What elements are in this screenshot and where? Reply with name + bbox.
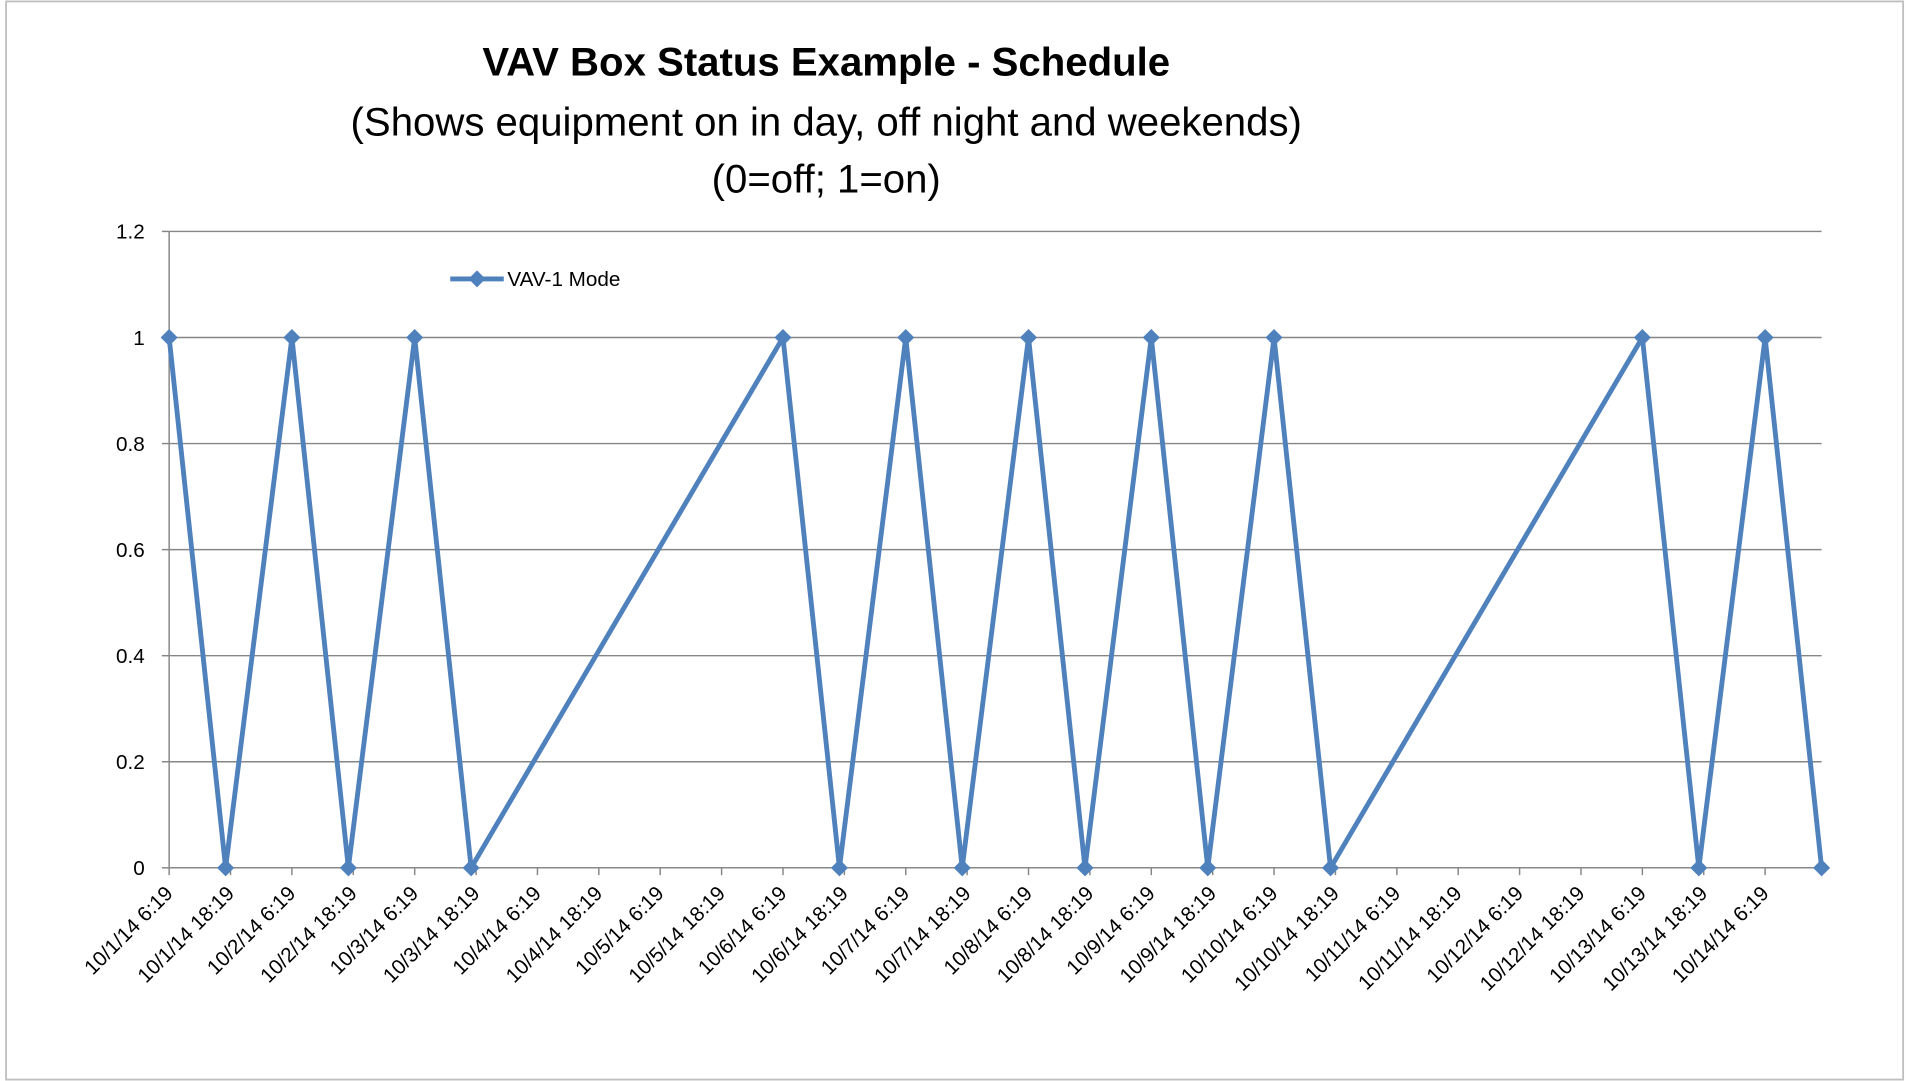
data-point [1265,328,1283,347]
data-point [774,328,792,347]
data-point [462,859,480,877]
y-tick-label: 0 [133,857,145,880]
data-point [1322,859,1340,877]
y-tick-label: 0.4 [116,645,145,668]
data-point [217,859,235,877]
data-point [953,859,971,877]
data-point [406,328,424,347]
data-point [1690,859,1708,877]
y-tick-label: 1.2 [116,221,145,244]
y-tick-label: 1 [133,327,145,350]
data-point [1633,328,1651,347]
data-point [830,859,848,877]
data-point [1813,859,1831,877]
data-point [283,328,301,347]
chart-subtitle: (Shows equipment on in day, off night an… [351,99,1302,144]
legend-label: VAV-1 Mode [507,268,620,291]
chart-subtitle: (0=off; 1=on) [712,156,941,201]
chart-frame [5,0,1905,1081]
chart-title: VAV Box Status Example - Schedule [482,40,1170,85]
y-tick-label: 0.8 [116,433,145,456]
data-point [160,328,178,347]
y-tick-label: 0.2 [116,751,145,774]
data-point [897,328,915,347]
y-tick-label: 0.6 [116,539,145,562]
series-line [166,335,1825,871]
